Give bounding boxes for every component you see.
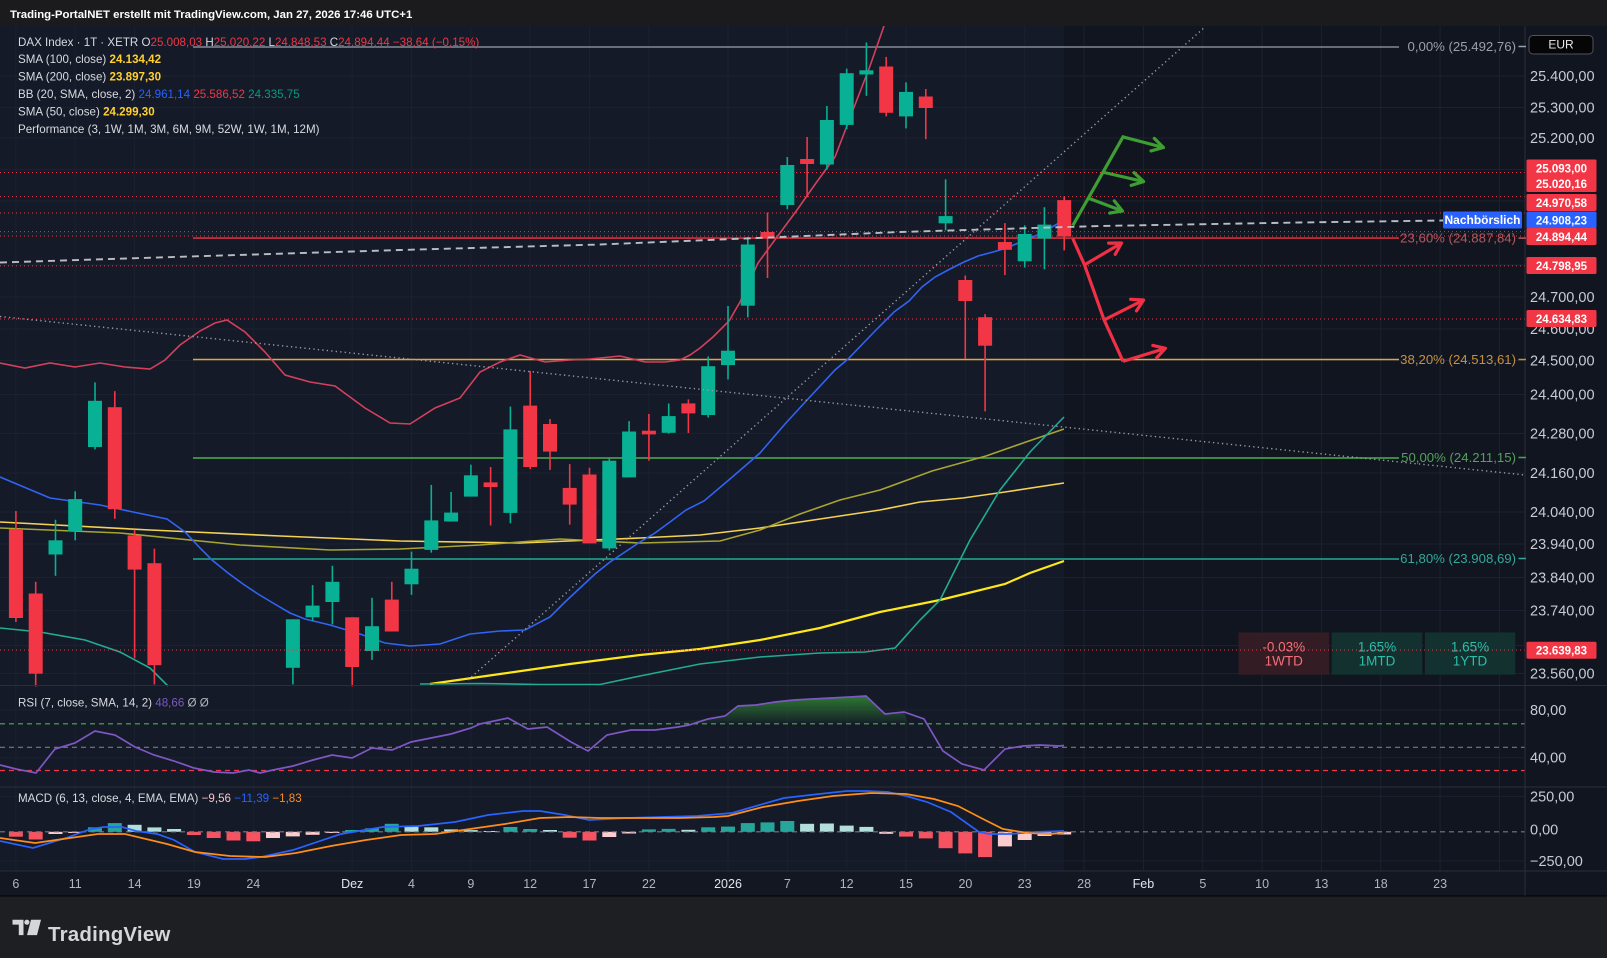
svg-text:0,00: 0,00 bbox=[1530, 823, 1558, 839]
svg-text:23.639,83: 23.639,83 bbox=[1536, 646, 1587, 658]
svg-text:25.300,00: 25.300,00 bbox=[1530, 101, 1595, 117]
svg-text:MACD (6, 13, close, 4, EMA, EM: MACD (6, 13, close, 4, EMA, EMA) −9,56 −… bbox=[18, 792, 302, 805]
svg-text:Dez: Dez bbox=[341, 877, 363, 891]
svg-text:−250,00: −250,00 bbox=[1530, 854, 1583, 870]
svg-text:9: 9 bbox=[467, 877, 474, 891]
svg-text:SMA (100, close) 24.134,42: SMA (100, close) 24.134,42 bbox=[18, 53, 161, 66]
svg-text:Nachbörslich: Nachbörslich bbox=[1444, 213, 1520, 227]
svg-text:-0.03%: -0.03% bbox=[1262, 640, 1305, 655]
svg-text:1WTD: 1WTD bbox=[1265, 654, 1303, 669]
svg-text:14: 14 bbox=[128, 877, 142, 891]
svg-text:24.160,00: 24.160,00 bbox=[1530, 466, 1595, 482]
svg-text:2026: 2026 bbox=[714, 877, 742, 891]
svg-text:19: 19 bbox=[187, 877, 201, 891]
svg-text:23,60% (24.887,84): 23,60% (24.887,84) bbox=[1400, 231, 1516, 246]
svg-text:80,00: 80,00 bbox=[1530, 703, 1566, 719]
svg-text:1.65%: 1.65% bbox=[1358, 640, 1396, 655]
svg-text:20: 20 bbox=[958, 877, 972, 891]
svg-text:25.400,00: 25.400,00 bbox=[1530, 69, 1595, 85]
svg-text:25.200,00: 25.200,00 bbox=[1530, 131, 1595, 147]
svg-text:24.634,83: 24.634,83 bbox=[1536, 314, 1587, 326]
svg-text:23.840,00: 23.840,00 bbox=[1530, 571, 1595, 587]
svg-text:23.560,00: 23.560,00 bbox=[1530, 667, 1595, 683]
svg-text:7: 7 bbox=[784, 877, 791, 891]
svg-text:18: 18 bbox=[1374, 877, 1388, 891]
svg-text:12: 12 bbox=[840, 877, 854, 891]
svg-text:17: 17 bbox=[583, 877, 597, 891]
svg-text:25.093,00: 25.093,00 bbox=[1536, 163, 1587, 175]
svg-text:23.740,00: 23.740,00 bbox=[1530, 604, 1595, 620]
svg-text:15: 15 bbox=[899, 877, 913, 891]
svg-text:24: 24 bbox=[246, 877, 260, 891]
svg-text:24.798,95: 24.798,95 bbox=[1536, 261, 1588, 273]
svg-text:4: 4 bbox=[408, 877, 415, 891]
svg-text:6: 6 bbox=[12, 877, 19, 891]
svg-text:TradingView: TradingView bbox=[48, 923, 171, 946]
svg-text:23.940,00: 23.940,00 bbox=[1530, 537, 1595, 553]
svg-text:13: 13 bbox=[1314, 877, 1328, 891]
svg-text:10: 10 bbox=[1255, 877, 1269, 891]
svg-text:Trading-PortalNET erstellt mit: Trading-PortalNET erstellt mit TradingVi… bbox=[10, 9, 413, 21]
svg-text:24.500,00: 24.500,00 bbox=[1530, 354, 1595, 370]
svg-text:24.400,00: 24.400,00 bbox=[1530, 388, 1595, 404]
svg-text:Performance (3, 1W, 1M, 3M, 6M: Performance (3, 1W, 1M, 3M, 6M, 9M, 52W,… bbox=[18, 123, 320, 136]
svg-text:50,00% (24.211,15): 50,00% (24.211,15) bbox=[1401, 450, 1516, 465]
svg-text:SMA (50, close) 24.299,30: SMA (50, close) 24.299,30 bbox=[18, 105, 155, 118]
svg-text:40,00: 40,00 bbox=[1530, 751, 1566, 767]
svg-text:24.280,00: 24.280,00 bbox=[1530, 427, 1595, 443]
svg-text:61,80% (23.908,69): 61,80% (23.908,69) bbox=[1400, 551, 1516, 566]
svg-text:12: 12 bbox=[523, 877, 537, 891]
svg-text:24.970,58: 24.970,58 bbox=[1536, 198, 1588, 210]
svg-text:RSI (7, close, SMA, 14, 2) 48: RSI (7, close, SMA, 14, 2) 48,66 Ø Ø bbox=[18, 697, 209, 710]
svg-text:38,20% (24.513,61): 38,20% (24.513,61) bbox=[1400, 352, 1516, 367]
svg-text:1MTD: 1MTD bbox=[1359, 654, 1396, 669]
svg-text:EUR: EUR bbox=[1548, 38, 1574, 52]
svg-text:DAX Index · 1T · XETR O25.008: DAX Index · 1T · XETR O25.008,03 H25.020… bbox=[18, 36, 479, 49]
svg-text:28: 28 bbox=[1077, 877, 1091, 891]
svg-text:SMA (200, close) 23.897,30: SMA (200, close) 23.897,30 bbox=[18, 71, 161, 84]
svg-text:Feb: Feb bbox=[1133, 877, 1155, 891]
svg-text:1YTD: 1YTD bbox=[1453, 654, 1488, 669]
svg-text:24.040,00: 24.040,00 bbox=[1530, 505, 1595, 521]
svg-text:24.700,00: 24.700,00 bbox=[1530, 290, 1595, 306]
svg-text:24.894,44: 24.894,44 bbox=[1536, 232, 1588, 244]
svg-text:250,00: 250,00 bbox=[1530, 789, 1574, 805]
svg-text:0,00% (25.492,76): 0,00% (25.492,76) bbox=[1407, 39, 1516, 54]
svg-text:5: 5 bbox=[1199, 877, 1206, 891]
svg-text:22: 22 bbox=[642, 877, 656, 891]
svg-text:1.65%: 1.65% bbox=[1451, 640, 1489, 655]
svg-text:23: 23 bbox=[1433, 877, 1447, 891]
svg-text:25.020,16: 25.020,16 bbox=[1536, 179, 1587, 191]
svg-text:BB (20, SMA, close, 2) 24.961: BB (20, SMA, close, 2) 24.961,14 25.586,… bbox=[18, 88, 300, 101]
svg-text:24.908,23: 24.908,23 bbox=[1536, 215, 1587, 227]
svg-text:11: 11 bbox=[69, 877, 82, 891]
svg-text:23: 23 bbox=[1018, 877, 1032, 891]
